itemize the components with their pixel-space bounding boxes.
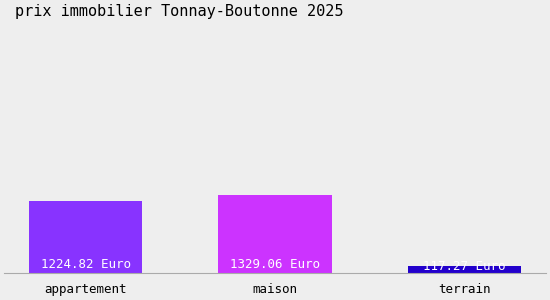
- Text: 1224.82 Euro: 1224.82 Euro: [41, 258, 130, 271]
- Text: 117.27 Euro: 117.27 Euro: [423, 260, 505, 273]
- Text: prix immobilier Tonnay-Boutonne 2025: prix immobilier Tonnay-Boutonne 2025: [15, 4, 344, 19]
- Text: 1329.06 Euro: 1329.06 Euro: [230, 258, 320, 271]
- Bar: [218, 195, 332, 273]
- Bar: [408, 266, 521, 273]
- Bar: [29, 201, 142, 273]
